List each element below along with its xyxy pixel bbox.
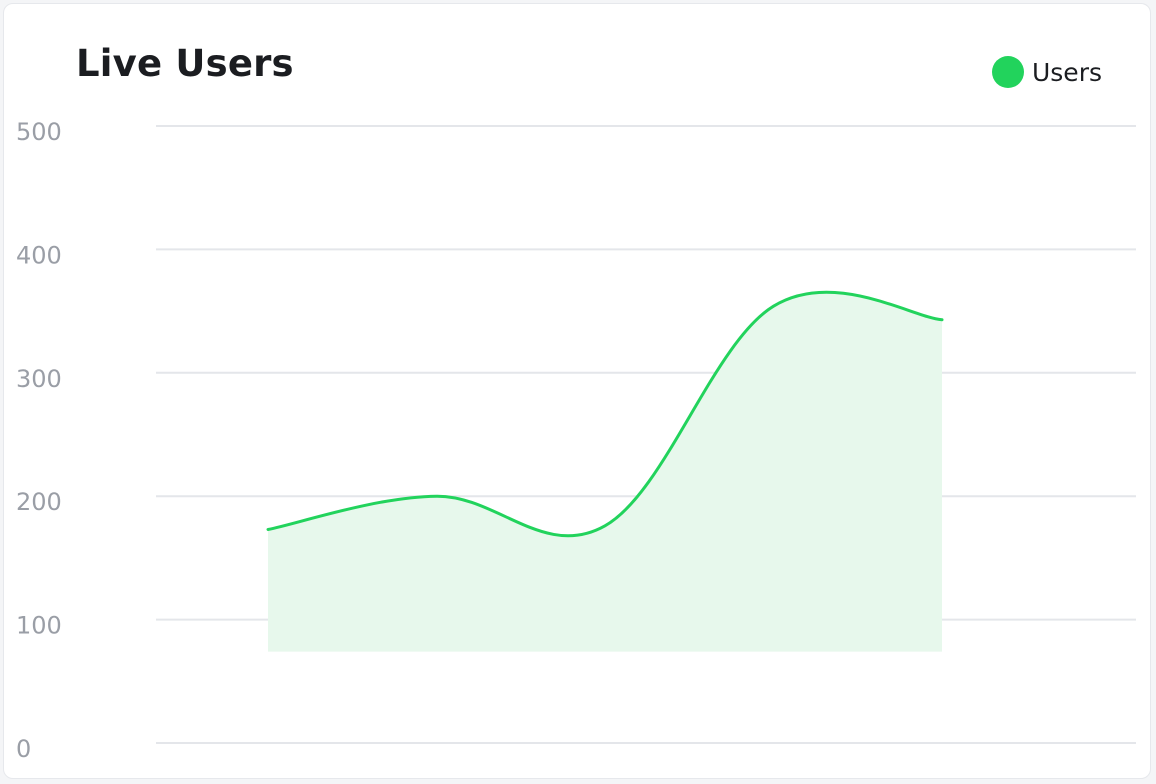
y-axis-tick-labels: 0 100 200 300 400 500 [16, 118, 62, 763]
legend-label-users: Users [1031, 57, 1102, 87]
legend-swatch-users [991, 56, 1024, 88]
y-tick-label: 400 [16, 241, 62, 269]
data-point[interactable] [595, 516, 615, 536]
series-users [258, 290, 952, 652]
data-point[interactable] [932, 310, 952, 330]
series-line [266, 290, 944, 538]
data-point[interactable] [764, 296, 784, 316]
chart-title: Live Users [76, 42, 294, 85]
y-tick-label: 100 [16, 612, 62, 640]
chart-legend[interactable]: Users [991, 56, 1102, 88]
y-tick-label: 200 [16, 488, 62, 516]
y-tick-label: 0 [16, 735, 31, 763]
data-point[interactable] [258, 520, 278, 540]
y-tick-label: 500 [16, 118, 62, 146]
series-area-fill [268, 292, 942, 652]
data-point[interactable] [427, 486, 447, 506]
y-tick-label: 300 [16, 365, 62, 393]
